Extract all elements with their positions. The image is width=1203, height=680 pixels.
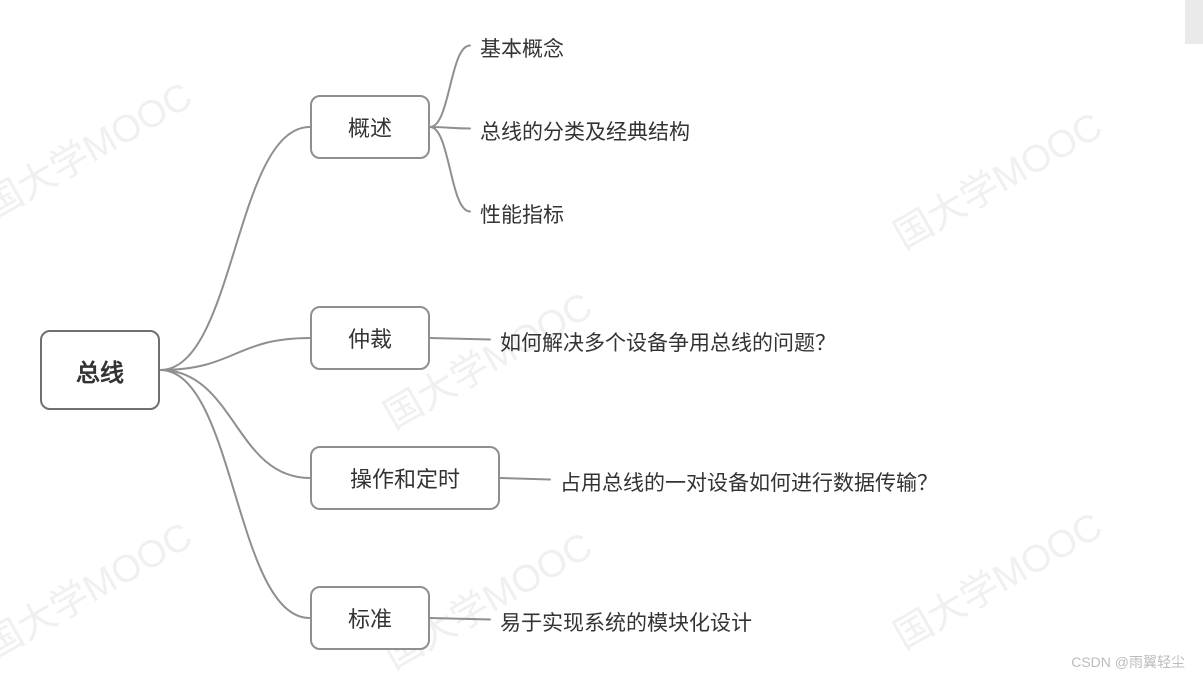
branch-node-overview: 概述: [310, 95, 430, 159]
leaf-l6: 易于实现系统的模块化设计: [500, 607, 752, 637]
leaf-l4: 如何解决多个设备争用总线的问题？: [500, 327, 836, 357]
leaf-l3: 性能指标: [480, 199, 564, 229]
watermark-text: 国大学MOOC: [882, 96, 1111, 260]
attribution: CSDN @雨翼轻尘: [1071, 652, 1185, 672]
watermark-text: 国大学MOOC: [0, 506, 200, 670]
branch-node-standard: 标准: [310, 586, 430, 650]
watermark-text: 国大学MOOC: [0, 66, 200, 230]
branch-node-arbitration: 仲裁: [310, 306, 430, 370]
root-node: 总线: [40, 330, 160, 410]
leaf-l2: 总线的分类及经典结构: [480, 116, 690, 146]
watermark-text: 国大学MOOC: [882, 496, 1111, 660]
side-strip: [1185, 0, 1203, 44]
leaf-l1: 基本概念: [480, 33, 564, 63]
branch-node-op-timing: 操作和定时: [310, 446, 500, 510]
leaf-l5: 占用总线的一对设备如何进行数据传输？: [560, 467, 938, 497]
